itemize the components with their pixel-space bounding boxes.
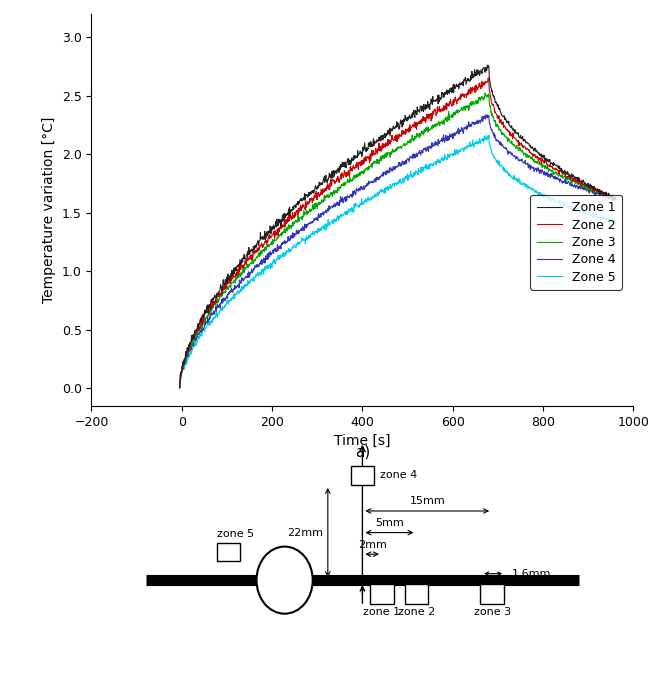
Text: zone 3: zone 3 (473, 607, 511, 617)
Zone 5 (485, 131, 493, 139)
Text: zone 2: zone 2 (398, 607, 435, 617)
Zone 1 (310, 187, 318, 195)
Zone 5 (529, 186, 537, 194)
Text: a): a) (355, 445, 370, 460)
Zone 4 (176, 384, 183, 392)
Zone 1 (568, 172, 576, 180)
Text: 15mm: 15mm (409, 497, 445, 506)
Text: 1.6mm: 1.6mm (511, 568, 551, 579)
Text: 22mm: 22mm (287, 528, 323, 537)
Zone 4 (372, 175, 379, 183)
Zone 2 (484, 74, 492, 82)
Zone 2 (530, 150, 537, 158)
Zone 4 (611, 194, 619, 202)
Zone 2 (311, 194, 319, 202)
Y-axis label: Temperature variation [°C]: Temperature variation [°C] (42, 116, 56, 303)
Zone 2 (611, 194, 619, 203)
X-axis label: Time [s]: Time [s] (334, 434, 390, 449)
Line: Zone 5: Zone 5 (180, 135, 615, 388)
Ellipse shape (257, 546, 313, 614)
Zone 4 (529, 163, 537, 172)
Zone 2 (176, 382, 183, 391)
Zone 4 (310, 215, 318, 223)
Zone 1 (611, 194, 619, 203)
Zone 5 (568, 203, 576, 211)
FancyBboxPatch shape (217, 544, 240, 561)
Zone 5 (310, 230, 318, 238)
Zone 1 (373, 136, 381, 144)
Line: Zone 3: Zone 3 (180, 93, 615, 386)
Legend: Zone 1, Zone 2, Zone 3, Zone 4, Zone 5: Zone 1, Zone 2, Zone 3, Zone 4, Zone 5 (530, 195, 622, 290)
Zone 5 (498, 163, 506, 171)
Zone 2 (569, 176, 577, 185)
Zone 5 (373, 191, 381, 199)
Zone 2 (372, 145, 380, 153)
FancyBboxPatch shape (370, 584, 394, 604)
Zone 4 (373, 176, 381, 184)
Zone 3 (481, 89, 489, 97)
Zone 5 (611, 216, 619, 225)
Zone 1 (176, 383, 183, 391)
Zone 4 (483, 111, 491, 119)
Text: zone 4: zone 4 (379, 471, 417, 480)
Zone 3 (611, 194, 619, 202)
Zone 2 (176, 384, 183, 392)
Zone 5 (176, 384, 183, 392)
Zone 3 (373, 159, 381, 167)
Zone 4 (568, 181, 576, 189)
Zone 4 (498, 141, 506, 150)
Text: zone 5: zone 5 (217, 529, 253, 539)
Zone 1 (529, 145, 537, 153)
FancyBboxPatch shape (405, 584, 428, 604)
Zone 3 (310, 201, 318, 209)
Line: Zone 1: Zone 1 (180, 65, 615, 387)
Zone 5 (372, 192, 379, 200)
Line: Zone 4: Zone 4 (180, 115, 615, 388)
Zone 1 (483, 61, 491, 70)
Zone 3 (529, 156, 537, 165)
Line: Zone 2: Zone 2 (180, 78, 615, 388)
Zone 3 (498, 129, 506, 137)
Zone 3 (568, 179, 576, 187)
FancyBboxPatch shape (480, 584, 504, 604)
Zone 3 (176, 382, 183, 390)
Zone 1 (498, 111, 506, 119)
Zone 1 (372, 138, 379, 147)
Zone 2 (374, 150, 381, 158)
Text: 2mm: 2mm (358, 539, 387, 550)
FancyBboxPatch shape (351, 466, 374, 485)
Zone 3 (372, 158, 379, 167)
Text: zone 1: zone 1 (363, 607, 400, 617)
Zone 2 (498, 120, 506, 128)
Text: 5mm: 5mm (375, 518, 404, 528)
